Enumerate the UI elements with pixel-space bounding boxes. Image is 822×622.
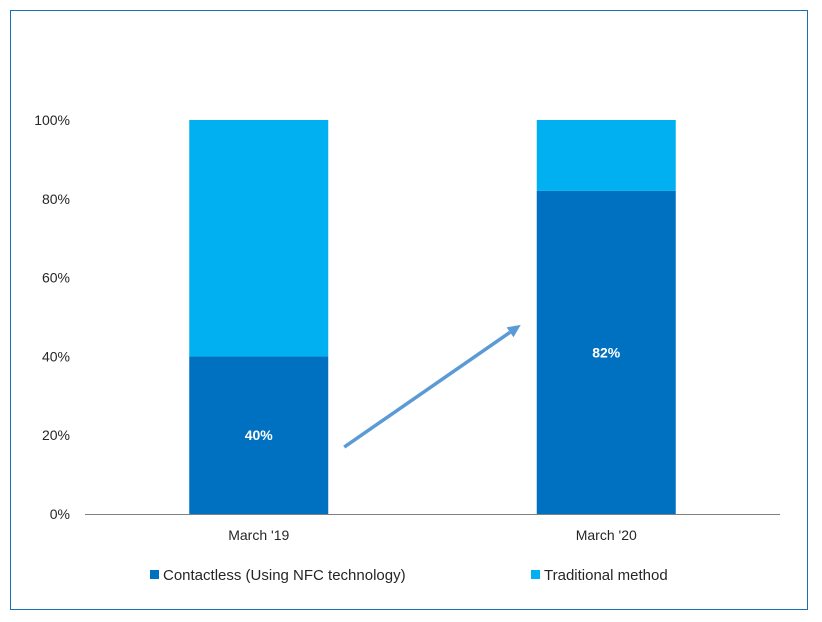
- y-axis-ticks: 0% 20% 40% 60% 80% 100%: [34, 112, 70, 522]
- data-labels: 40% 82%: [245, 344, 621, 443]
- bar-segment-1: [536, 190, 676, 515]
- bar-segment-1: [189, 356, 329, 514]
- legend-swatch: [150, 570, 159, 579]
- bars: [189, 120, 676, 515]
- legend-label: Contactless (Using NFC technology): [163, 567, 406, 584]
- x-tick-label: March '20: [576, 527, 637, 543]
- data-label: 40%: [245, 427, 274, 443]
- y-tick-label: 0%: [50, 506, 70, 522]
- data-label: 82%: [592, 344, 621, 360]
- y-tick-label: 100%: [34, 112, 70, 128]
- bar-segment-2: [536, 120, 676, 191]
- legend-label: Traditional method: [544, 567, 668, 584]
- arrow-head: [506, 324, 521, 338]
- y-tick-label: 20%: [42, 427, 70, 443]
- x-axis-ticks: March '19 March '20: [228, 527, 637, 543]
- arrow-shaft: [343, 330, 512, 449]
- growth-arrow: [343, 324, 521, 449]
- bar-segment-2: [189, 120, 329, 357]
- legend-swatch: [531, 570, 540, 579]
- y-tick-label: 40%: [42, 348, 70, 364]
- y-tick-label: 80%: [42, 191, 70, 207]
- y-tick-label: 60%: [42, 270, 70, 286]
- chart-frame: [10, 10, 808, 610]
- legend: Contactless (Using NFC technology) Tradit…: [150, 567, 668, 584]
- x-tick-label: March '19: [228, 527, 289, 543]
